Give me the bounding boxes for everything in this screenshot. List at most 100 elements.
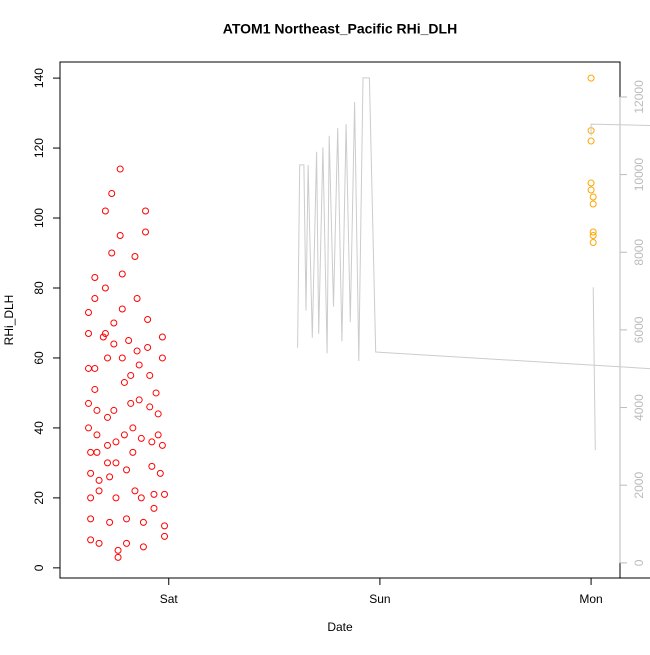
data-point [129, 424, 137, 432]
data-point [85, 308, 93, 316]
data-point [158, 441, 166, 449]
data-point [95, 539, 103, 547]
data-point [93, 448, 101, 456]
data-point [87, 494, 95, 502]
data-point [148, 438, 156, 446]
data-point [142, 207, 150, 215]
data-point [129, 448, 137, 456]
data-point [148, 462, 156, 470]
y-axis-label: RHi_DLH [2, 295, 16, 346]
data-point [120, 431, 128, 439]
data-point [112, 438, 120, 446]
x-tick-label: Sun [369, 592, 390, 606]
y-tick-label: 60 [32, 351, 46, 365]
data-point [144, 315, 152, 323]
y2-tick-label: 0 [632, 559, 646, 566]
data-point [120, 378, 128, 386]
data-point [116, 165, 124, 173]
data-point [106, 473, 114, 481]
data-point [589, 193, 597, 201]
y-tick-label: 100 [32, 208, 46, 228]
data-point [99, 333, 107, 341]
data-point [108, 249, 116, 257]
y-tick-label: 140 [32, 68, 46, 88]
data-point [101, 284, 109, 292]
data-point [135, 396, 143, 404]
y-tick-label: 0 [32, 564, 46, 571]
data-point [87, 515, 95, 523]
data-point [112, 494, 120, 502]
y2-tick-label: 10000 [632, 158, 646, 192]
data-point [589, 232, 597, 240]
chart-title: ATOM1 Northeast_Pacific RHi_DLH [223, 21, 457, 37]
data-point [87, 448, 95, 456]
data-point [589, 239, 597, 247]
data-point [123, 539, 131, 547]
data-point [104, 459, 112, 467]
data-point [91, 364, 99, 372]
data-point [139, 518, 147, 526]
data-point [158, 354, 166, 362]
data-point [110, 319, 118, 327]
data-point [150, 490, 158, 498]
data-point [104, 413, 112, 421]
data-point [131, 487, 139, 495]
data-point [123, 466, 131, 474]
y2-tick-label: 6000 [632, 316, 646, 343]
plot-box [59, 61, 621, 579]
data-point [589, 200, 597, 208]
x-axis-label: Date [327, 620, 353, 634]
data-point [589, 228, 597, 236]
x-tick-label: Mon [579, 592, 602, 606]
data-point [106, 518, 114, 526]
data-point [144, 343, 152, 351]
data-point [85, 424, 93, 432]
y2-tick-label: 4000 [632, 394, 646, 421]
data-point [154, 431, 162, 439]
data-point [87, 469, 95, 477]
data-point [161, 490, 169, 498]
data-point [133, 294, 141, 302]
data-point [116, 232, 124, 240]
data-point [146, 403, 154, 411]
y2-tick-label: 8000 [632, 239, 646, 266]
data-point [95, 487, 103, 495]
y-tick-label: 80 [32, 281, 46, 295]
data-point [587, 74, 595, 82]
data-point [131, 253, 139, 261]
data-point [135, 361, 143, 369]
data-point [104, 354, 112, 362]
data-point [85, 329, 93, 337]
data-point [112, 459, 120, 467]
y-tick-label: 20 [32, 491, 46, 505]
data-point [87, 536, 95, 544]
data-point [118, 270, 126, 278]
data-point [108, 190, 116, 198]
data-point [93, 431, 101, 439]
data-point [114, 546, 122, 554]
data-point [152, 389, 160, 397]
data-point [156, 469, 164, 477]
data-point [161, 532, 169, 540]
data-point [133, 347, 141, 355]
x-tick-label: Sat [160, 592, 179, 606]
data-point [85, 399, 93, 407]
data-point [137, 434, 145, 442]
data-point [114, 553, 122, 561]
data-point [104, 441, 112, 449]
data-point [587, 186, 595, 194]
data-point [127, 371, 135, 379]
data-point [161, 522, 169, 530]
data-point [93, 406, 101, 414]
data-point [137, 494, 145, 502]
data-point [118, 305, 126, 313]
data-point [587, 179, 595, 187]
data-point [154, 410, 162, 418]
y-tick-label: 40 [32, 421, 46, 435]
data-point [118, 354, 126, 362]
data-point [95, 476, 103, 484]
data-point [139, 543, 147, 551]
data-point [158, 333, 166, 341]
